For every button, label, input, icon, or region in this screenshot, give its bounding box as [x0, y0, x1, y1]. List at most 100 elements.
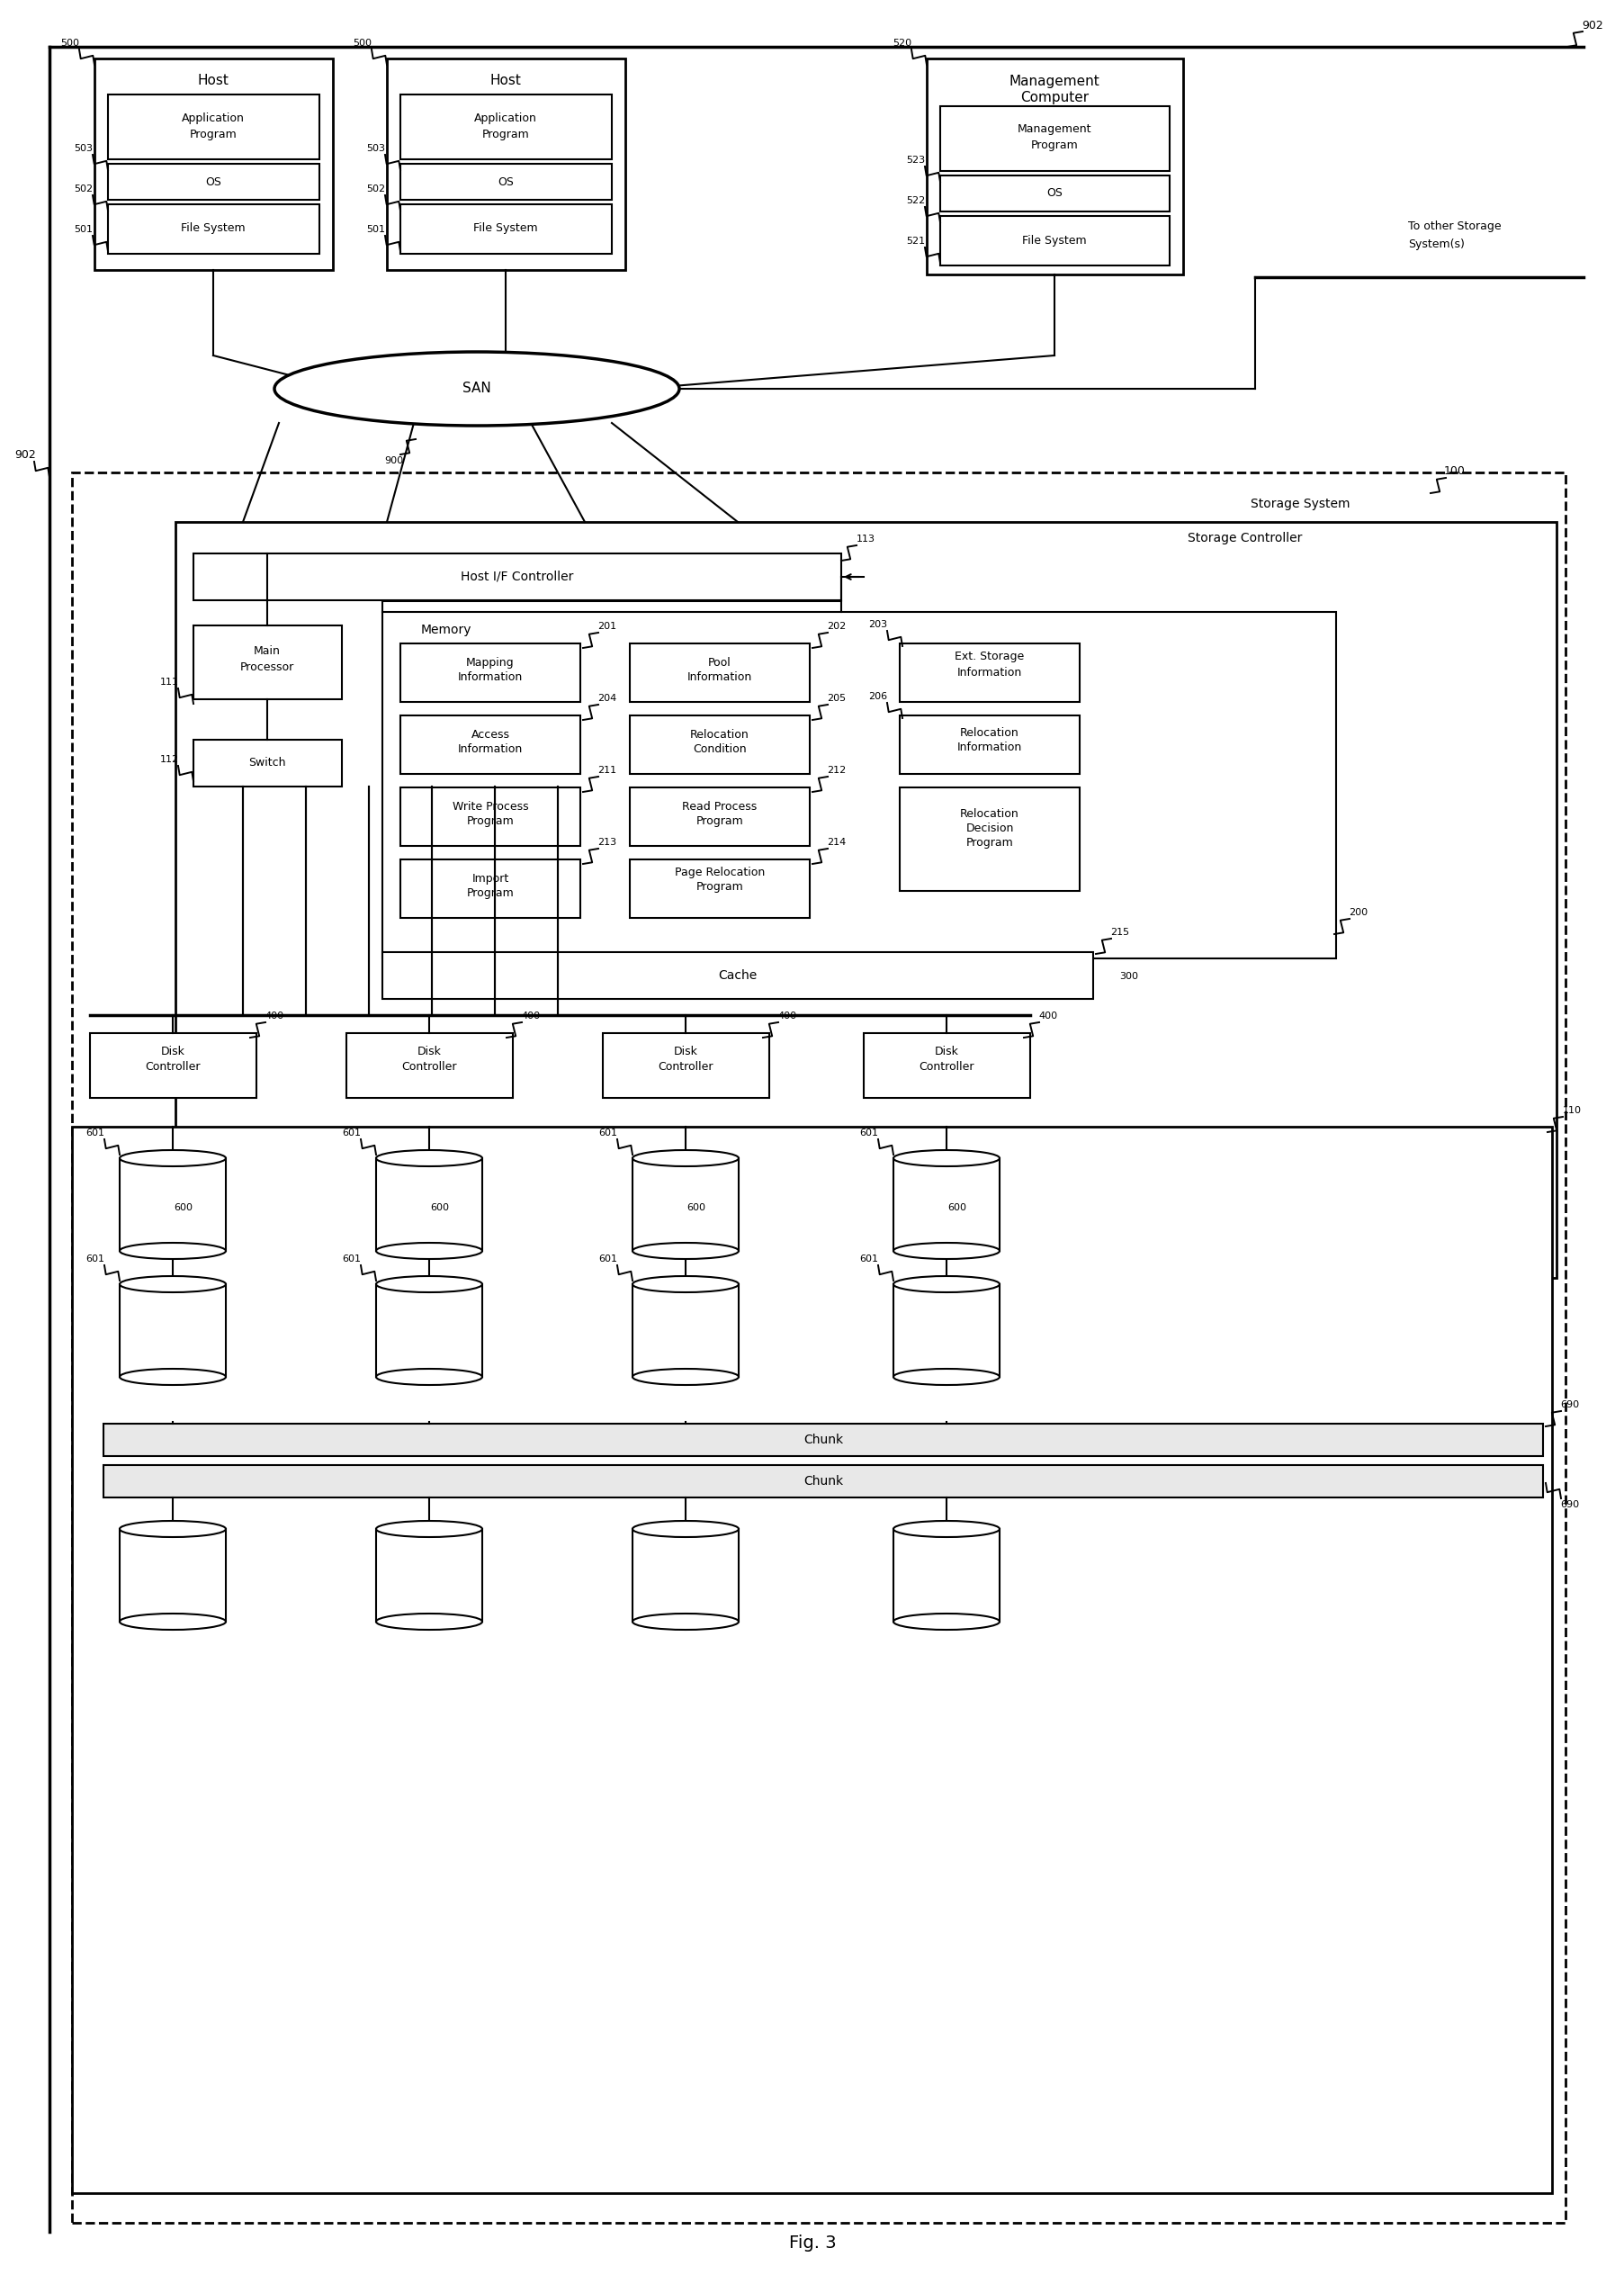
Ellipse shape	[120, 1151, 226, 1167]
Bar	[346, 1033, 513, 1099]
Text: 400: 400	[265, 1012, 284, 1021]
Text: 601: 601	[343, 1128, 361, 1138]
Bar	[120, 1158, 226, 1251]
Bar	[603, 1033, 768, 1099]
Text: 500: 500	[352, 39, 372, 48]
Bar	[71, 1126, 1551, 2193]
Bar	[94, 59, 333, 271]
Text: Host: Host	[198, 75, 229, 89]
Text: 110: 110	[1562, 1106, 1580, 1115]
Text: Computer: Computer	[1020, 91, 1088, 105]
Ellipse shape	[632, 1370, 739, 1385]
Bar	[893, 1283, 999, 1376]
Text: Switch: Switch	[248, 758, 286, 769]
Text: 522: 522	[906, 196, 926, 205]
Ellipse shape	[375, 1242, 482, 1258]
Bar	[926, 59, 1182, 275]
Bar	[400, 205, 612, 255]
Bar	[400, 860, 580, 917]
Bar	[632, 1158, 739, 1251]
Ellipse shape	[375, 1151, 482, 1167]
Text: Controller: Controller	[145, 1062, 200, 1074]
Ellipse shape	[632, 1276, 739, 1292]
Text: Information: Information	[458, 744, 523, 755]
Ellipse shape	[120, 1522, 226, 1538]
Bar	[193, 739, 341, 787]
Bar	[400, 644, 580, 703]
Bar	[893, 1529, 999, 1622]
Ellipse shape	[893, 1242, 999, 1258]
Bar	[387, 59, 625, 271]
Text: OS: OS	[497, 175, 513, 187]
Text: Information: Information	[957, 742, 1021, 753]
Bar	[89, 1033, 257, 1099]
Bar	[120, 1529, 226, 1622]
Text: 200: 200	[1348, 908, 1367, 917]
Bar	[107, 164, 320, 200]
Text: Disk: Disk	[161, 1046, 185, 1058]
Bar	[175, 521, 1556, 1279]
Ellipse shape	[893, 1613, 999, 1629]
Text: Management: Management	[1009, 75, 1099, 89]
Text: 206: 206	[869, 692, 887, 701]
Text: 601: 601	[598, 1254, 617, 1263]
Text: Program: Program	[695, 817, 744, 828]
Ellipse shape	[632, 1151, 739, 1167]
Text: System(s): System(s)	[1408, 239, 1463, 250]
Bar	[104, 1465, 1543, 1497]
Text: Management: Management	[1017, 123, 1091, 134]
Text: 111: 111	[159, 678, 179, 687]
Text: 601: 601	[86, 1254, 106, 1263]
Text: Disk: Disk	[417, 1046, 442, 1058]
Ellipse shape	[120, 1613, 226, 1629]
Ellipse shape	[632, 1242, 739, 1258]
Bar	[940, 175, 1169, 212]
Text: Access: Access	[471, 730, 510, 742]
Text: Information: Information	[687, 671, 752, 682]
Bar	[900, 714, 1078, 774]
Ellipse shape	[893, 1370, 999, 1385]
Text: SAN: SAN	[463, 382, 490, 396]
Text: Memory: Memory	[421, 623, 471, 637]
Text: Controller: Controller	[658, 1062, 713, 1074]
Text: Mapping: Mapping	[466, 657, 515, 669]
Text: 501: 501	[75, 225, 93, 234]
Text: 600: 600	[430, 1203, 450, 1213]
Text: Program: Program	[695, 880, 744, 894]
Text: Page Relocation: Page Relocation	[674, 867, 765, 878]
Text: OS: OS	[205, 175, 221, 187]
Ellipse shape	[375, 1613, 482, 1629]
Text: Program: Program	[190, 130, 237, 141]
Text: Relocation: Relocation	[960, 808, 1018, 821]
Text: 601: 601	[86, 1128, 106, 1138]
Bar	[382, 953, 1093, 999]
Text: Information: Information	[957, 667, 1021, 678]
Text: 503: 503	[367, 143, 385, 152]
Bar	[632, 1283, 739, 1376]
Text: 503: 503	[75, 143, 93, 152]
Text: Program: Program	[1030, 139, 1078, 150]
Text: 502: 502	[367, 184, 385, 193]
Text: 400: 400	[1038, 1012, 1057, 1021]
Text: Application: Application	[182, 114, 245, 125]
Bar	[900, 644, 1078, 703]
Bar	[193, 626, 341, 698]
Ellipse shape	[893, 1151, 999, 1167]
Ellipse shape	[893, 1276, 999, 1292]
Text: Read Process: Read Process	[682, 801, 757, 812]
Text: 203: 203	[869, 621, 887, 630]
Text: 500: 500	[60, 39, 80, 48]
Text: Disk: Disk	[934, 1046, 958, 1058]
Text: 523: 523	[906, 155, 926, 164]
Bar	[375, 1158, 482, 1251]
Text: 501: 501	[367, 225, 385, 234]
Bar	[400, 164, 612, 200]
Text: Processor: Processor	[240, 662, 294, 673]
Ellipse shape	[274, 353, 679, 425]
Text: 690: 690	[1559, 1401, 1579, 1408]
Bar	[940, 107, 1169, 171]
Ellipse shape	[375, 1522, 482, 1538]
Text: 601: 601	[859, 1254, 879, 1263]
Bar	[375, 1283, 482, 1376]
Text: File System: File System	[180, 223, 245, 234]
